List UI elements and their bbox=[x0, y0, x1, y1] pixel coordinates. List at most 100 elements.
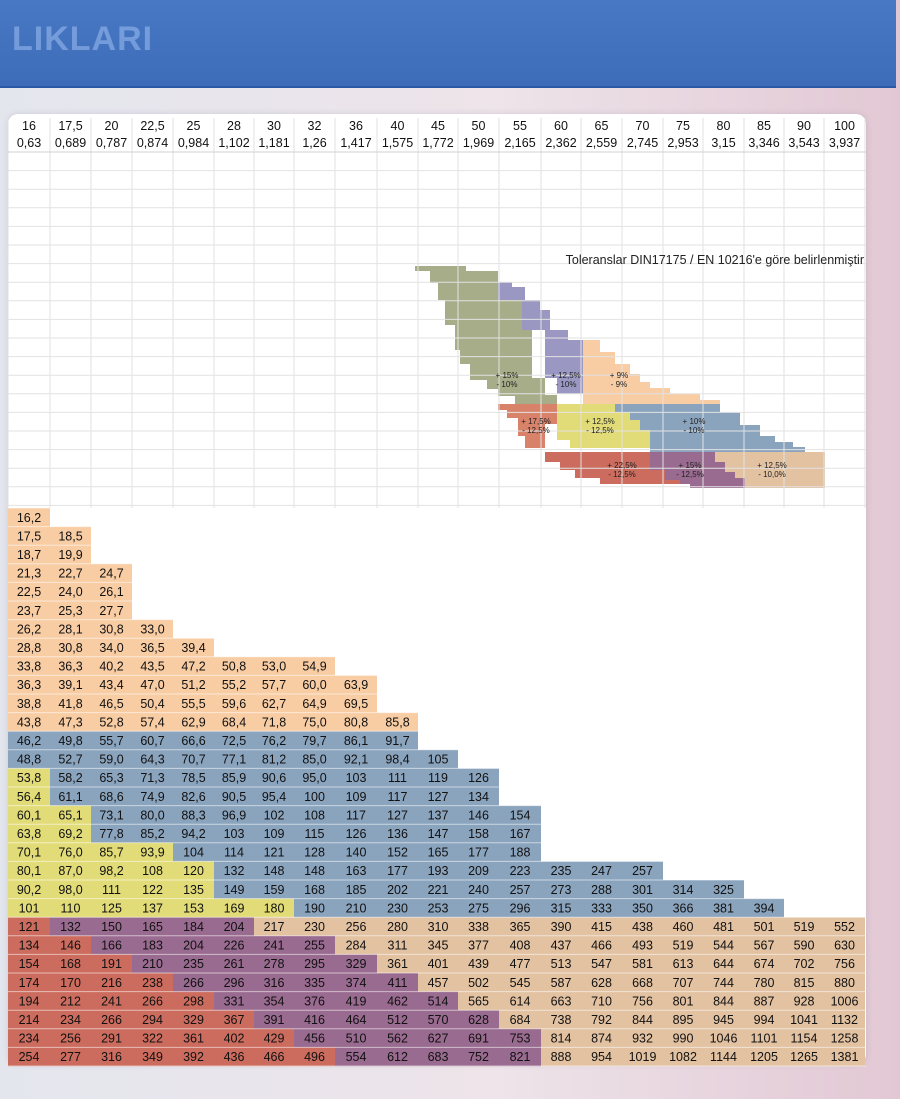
table-cell: 438 bbox=[632, 920, 653, 934]
tolerance-band-tan bbox=[715, 452, 825, 488]
table-cell-bg bbox=[254, 917, 294, 937]
table-cell: 96,9 bbox=[222, 808, 246, 822]
table-cell: 40,2 bbox=[99, 660, 123, 674]
table-cell-bg bbox=[91, 638, 132, 658]
table-cell: 46,5 bbox=[99, 697, 123, 711]
table-cell: 108 bbox=[304, 808, 325, 822]
table-cell-bg bbox=[91, 731, 132, 751]
table-cell: 477 bbox=[510, 957, 531, 971]
table-cell-bg bbox=[50, 749, 91, 769]
table-cell-bg bbox=[294, 917, 335, 937]
table-cell-bg bbox=[663, 935, 703, 955]
table-cell: 126 bbox=[468, 771, 489, 785]
table-cell-bg bbox=[132, 675, 173, 695]
table-cell: 103 bbox=[224, 827, 245, 841]
table-cell: 554 bbox=[346, 1050, 367, 1064]
table-cell: 311 bbox=[388, 939, 408, 953]
table-cell: 204 bbox=[183, 939, 204, 953]
table-cell-bg bbox=[499, 954, 541, 974]
table-cell-bg bbox=[50, 526, 91, 546]
table-cell: 512 bbox=[387, 1013, 408, 1027]
table-cell: 668 bbox=[632, 976, 653, 990]
table-cell-bg bbox=[91, 898, 132, 918]
table-cell-bg bbox=[744, 898, 784, 918]
table-cell: 98,0 bbox=[58, 883, 82, 897]
table-cell-bg bbox=[418, 935, 458, 955]
column-header-inch: 3,15 bbox=[711, 136, 735, 150]
table-cell-bg bbox=[50, 545, 91, 565]
table-cell: 844 bbox=[632, 1013, 653, 1027]
table-cell-bg bbox=[132, 1028, 173, 1048]
table-cell: 628 bbox=[468, 1013, 489, 1027]
table-cell-bg bbox=[744, 973, 784, 992]
table-cell: 288 bbox=[591, 883, 612, 897]
table-cell: 612 bbox=[387, 1050, 408, 1064]
table-cell-bg bbox=[458, 935, 499, 955]
table-cell-bg bbox=[581, 898, 622, 918]
table-cell: 212 bbox=[60, 994, 81, 1008]
column-header-mm: 75 bbox=[676, 119, 690, 133]
table-cell: 153 bbox=[183, 901, 204, 915]
table-cell: 587 bbox=[551, 976, 572, 990]
table-cell: 86,1 bbox=[344, 734, 368, 748]
table-cell: 64,9 bbox=[302, 697, 326, 711]
table-cell: 188 bbox=[510, 846, 531, 860]
table-cell: 361 bbox=[387, 957, 408, 971]
table-cell: 209 bbox=[468, 864, 489, 878]
table-cell-bg bbox=[541, 991, 581, 1011]
table-cell-bg bbox=[458, 768, 499, 788]
table-cell: 230 bbox=[304, 920, 325, 934]
table-cell-bg bbox=[784, 991, 824, 1011]
table-cell: 683 bbox=[428, 1050, 449, 1064]
table-cell-bg bbox=[50, 619, 91, 639]
table-cell: 462 bbox=[387, 994, 408, 1008]
table-cell: 221 bbox=[428, 883, 449, 897]
column-header-inch: 2,953 bbox=[667, 136, 698, 150]
table-cell: 152 bbox=[387, 846, 408, 860]
table-cell: 844 bbox=[713, 994, 734, 1008]
table-cell-bg bbox=[254, 842, 294, 862]
table-cell-bg bbox=[254, 712, 294, 732]
table-cell: 158 bbox=[468, 827, 489, 841]
table-cell-bg bbox=[8, 898, 50, 918]
table-cell: 545 bbox=[510, 976, 531, 990]
table-cell: 691 bbox=[468, 1032, 489, 1046]
table-cell: 33,8 bbox=[17, 660, 41, 674]
table-cell: 193 bbox=[428, 864, 449, 878]
table-cell: 419 bbox=[346, 994, 367, 1008]
column-header-mm: 17,5 bbox=[58, 119, 82, 133]
table-cell: 190 bbox=[304, 901, 325, 915]
table-cell: 247 bbox=[591, 864, 612, 878]
table-cell: 214 bbox=[19, 1013, 40, 1027]
table-cell-bg bbox=[173, 638, 214, 658]
table-cell: 756 bbox=[632, 994, 653, 1008]
table-cell-bg bbox=[173, 991, 214, 1011]
table-cell-bg bbox=[335, 991, 377, 1011]
table-cell-bg bbox=[418, 991, 458, 1011]
table-cell: 501 bbox=[754, 920, 775, 934]
table-cell-bg bbox=[8, 824, 50, 844]
table-cell: 562 bbox=[387, 1032, 408, 1046]
table-cell: 1101 bbox=[751, 1032, 778, 1046]
table-cell: 36,3 bbox=[17, 678, 41, 692]
table-text: 16 0,63 17,5 0,689 20 0,787 22,5 0,874 25 0,984 28… bbox=[17, 119, 860, 1064]
table-cell: 570 bbox=[428, 1013, 449, 1027]
table-cell-bg bbox=[458, 880, 499, 899]
table-cell: 71,3 bbox=[140, 771, 164, 785]
column-header-inch: 3,543 bbox=[788, 136, 819, 150]
tolerance-band-label-lower: - 10% bbox=[497, 380, 518, 389]
table-cell-bg bbox=[622, 954, 663, 974]
table-cell-bg bbox=[173, 1010, 214, 1030]
table-cell-bg bbox=[91, 861, 132, 881]
table-cell: 349 bbox=[142, 1050, 163, 1064]
table-cell: 53,0 bbox=[262, 660, 286, 674]
table-cell: 82,6 bbox=[181, 790, 205, 804]
column-header-inch: 1,181 bbox=[258, 136, 289, 150]
table-cell-bg bbox=[294, 694, 335, 713]
table-cell: 43,8 bbox=[17, 715, 41, 729]
table-cell: 481 bbox=[713, 920, 734, 934]
table-cell-bg bbox=[254, 861, 294, 881]
table-cell: 38,8 bbox=[17, 697, 41, 711]
table-cell: 544 bbox=[713, 939, 734, 953]
table-cell-bg bbox=[824, 991, 865, 1011]
